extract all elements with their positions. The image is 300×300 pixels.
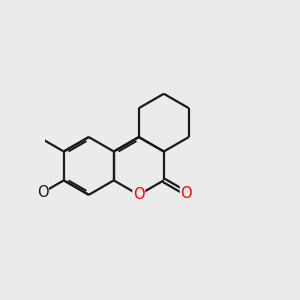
Text: O: O — [181, 186, 192, 201]
Text: O: O — [133, 187, 145, 202]
Text: O: O — [37, 185, 48, 200]
